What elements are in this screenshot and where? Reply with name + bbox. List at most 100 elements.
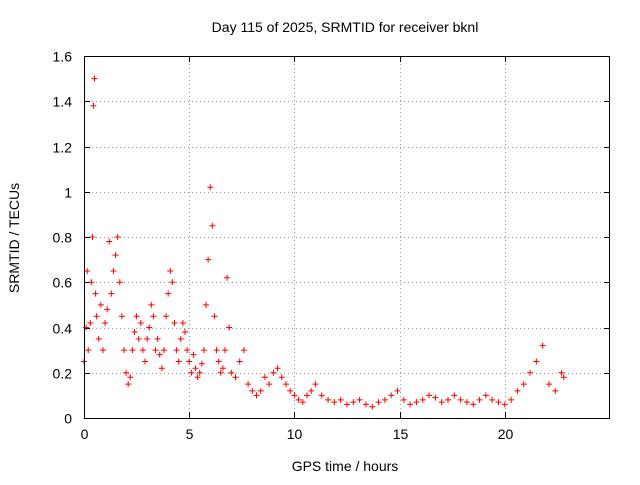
data-point [228,369,235,376]
data-point [171,319,178,326]
data-point [152,347,159,354]
data-point [99,347,106,354]
data-point [308,387,315,394]
data-point [470,401,477,408]
data-point [552,387,559,394]
data-point [240,347,247,354]
data-point [533,358,540,365]
data-point [129,347,136,354]
data-point [463,399,470,406]
data-point [106,238,113,245]
data-point [160,347,167,354]
axis-ticks [84,56,610,419]
data-point [257,387,264,394]
y-tick-label: 0.4 [53,321,73,337]
data-point [295,396,302,403]
data-point [93,313,100,320]
data-point [545,381,552,388]
data-point [154,335,161,342]
data-point [482,392,489,399]
data-point [123,369,130,376]
data-point [344,401,350,408]
data-point [198,360,205,367]
data-point [350,399,357,406]
data-point [419,396,426,403]
data-point [97,301,104,308]
data-point [451,392,458,399]
data-point [331,399,338,406]
data-point [135,335,142,342]
data-point [558,369,565,376]
data-point [356,396,363,403]
plot-frame [84,56,610,419]
data-point [184,347,191,354]
data-point [413,399,420,406]
data-point [211,313,218,320]
data-point [388,392,395,399]
data-point [217,369,224,376]
data-point [196,369,203,376]
y-axis-tick-labels: 0 0.2 0.4 0.6 0.8 1 1.2 1.4 1.6 [53,49,73,427]
data-point [299,399,306,406]
x-tick-label: 0 [81,426,89,442]
data-point [226,324,233,331]
data-point [304,392,311,399]
data-point [173,347,180,354]
data-point [207,184,214,191]
data-point [221,347,228,354]
data-point [369,403,376,410]
data-point [181,329,188,336]
data-point [312,381,319,388]
data-point [457,396,464,403]
data-point [110,267,117,274]
data-point [539,342,546,349]
data-point [375,399,382,406]
data-point [236,358,243,365]
data-point [169,279,176,286]
data-point [489,396,496,403]
data-point [209,222,216,229]
data-point [508,396,515,403]
data-point [200,347,207,354]
y-axis-label: SRMTID / TECUs [6,183,22,293]
data-point [150,313,157,320]
x-axis-tick-labels: 0 5 10 15 20 [81,426,514,442]
data-point [137,319,144,326]
data-point [266,381,273,388]
data-point [148,301,155,308]
data-point [400,396,407,403]
data-point [89,234,96,240]
x-tick-label: 5 [186,426,194,442]
data-point [133,313,140,320]
data-point [158,365,165,372]
data-point [325,396,332,403]
data-point [108,290,115,297]
data-point [92,290,99,297]
data-point [163,313,170,320]
data-point [560,374,567,381]
data-points [81,75,567,410]
chart-title: Day 115 of 2025, SRMTID for receiver bkn… [212,19,479,35]
data-point [146,324,153,331]
data-point [527,369,534,376]
data-point [261,374,268,381]
data-point [426,392,433,399]
data-point [177,335,184,342]
x-tick-label: 15 [393,426,409,442]
data-point [270,369,277,376]
data-point [215,358,222,365]
data-point [125,381,132,388]
data-point [127,374,134,381]
data-point [520,381,527,388]
data-point [90,102,97,109]
data-point [91,75,98,82]
data-point [278,374,285,381]
data-point [142,358,149,365]
data-point [394,387,401,394]
data-point [139,347,146,354]
data-point [501,401,508,408]
data-point [249,387,256,394]
data-point [175,358,182,365]
